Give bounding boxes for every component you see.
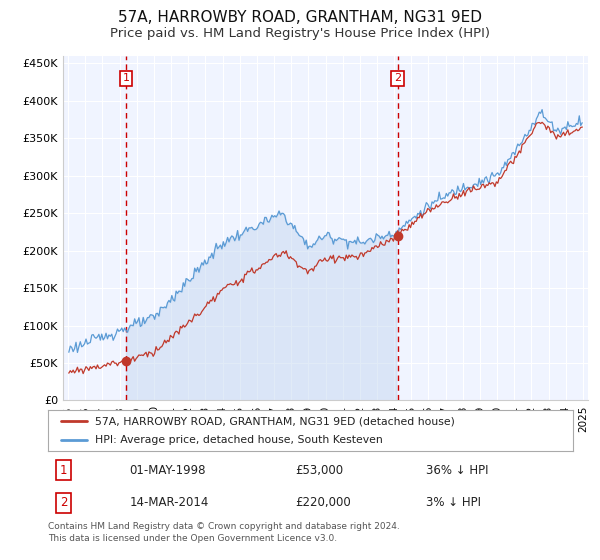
Text: 1: 1	[122, 73, 130, 83]
Text: Price paid vs. HM Land Registry's House Price Index (HPI): Price paid vs. HM Land Registry's House …	[110, 27, 490, 40]
Text: HPI: Average price, detached house, South Kesteven: HPI: Average price, detached house, Sout…	[95, 435, 383, 445]
Text: £53,000: £53,000	[295, 464, 343, 477]
Text: 14-MAR-2014: 14-MAR-2014	[130, 497, 209, 510]
Text: 36% ↓ HPI: 36% ↓ HPI	[426, 464, 488, 477]
Text: 57A, HARROWBY ROAD, GRANTHAM, NG31 9ED (detached house): 57A, HARROWBY ROAD, GRANTHAM, NG31 9ED (…	[95, 417, 455, 426]
Text: 3% ↓ HPI: 3% ↓ HPI	[426, 497, 481, 510]
Text: 1: 1	[60, 464, 67, 477]
Text: 01-MAY-1998: 01-MAY-1998	[130, 464, 206, 477]
Text: 57A, HARROWBY ROAD, GRANTHAM, NG31 9ED: 57A, HARROWBY ROAD, GRANTHAM, NG31 9ED	[118, 10, 482, 25]
Text: 2: 2	[60, 497, 67, 510]
Text: 2: 2	[394, 73, 401, 83]
Text: Contains HM Land Registry data © Crown copyright and database right 2024.
This d: Contains HM Land Registry data © Crown c…	[48, 522, 400, 543]
Text: £220,000: £220,000	[295, 497, 350, 510]
